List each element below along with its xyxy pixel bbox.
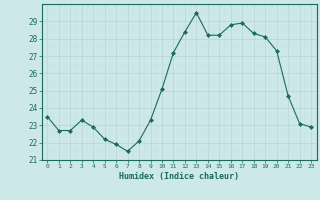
X-axis label: Humidex (Indice chaleur): Humidex (Indice chaleur) [119, 172, 239, 181]
